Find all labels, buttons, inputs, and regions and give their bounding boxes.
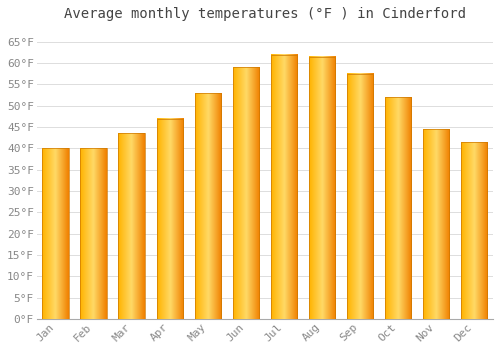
Bar [80, 148, 107, 319]
Bar [346, 74, 374, 319]
Bar [422, 129, 450, 319]
Bar [460, 142, 487, 319]
Bar [194, 93, 221, 319]
Bar [384, 97, 411, 319]
Bar [42, 148, 69, 319]
Bar [270, 55, 297, 319]
Bar [156, 119, 183, 319]
Bar [308, 57, 335, 319]
Title: Average monthly temperatures (°F ) in Cinderford: Average monthly temperatures (°F ) in Ci… [64, 7, 466, 21]
Bar [232, 68, 259, 319]
Bar [118, 133, 145, 319]
